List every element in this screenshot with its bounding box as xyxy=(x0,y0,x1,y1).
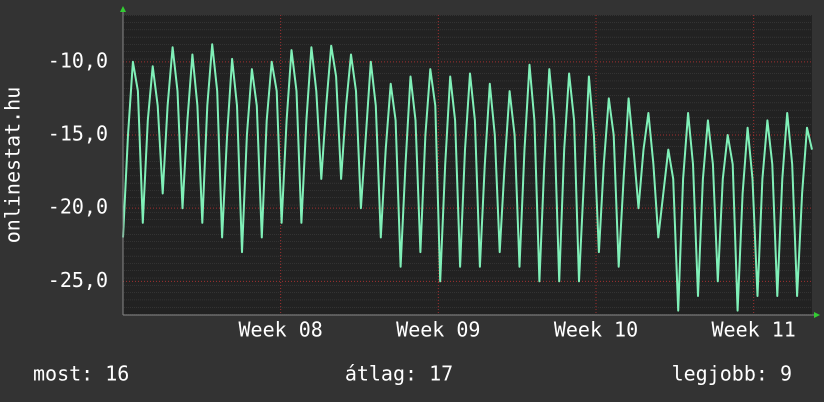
footer-current: most: 16 xyxy=(33,362,129,386)
series-line xyxy=(122,43,813,312)
footer-best: legjobb: 9 xyxy=(672,362,792,386)
x-axis-arrow xyxy=(814,312,820,318)
x-tick-label: Week 10 xyxy=(554,318,638,342)
y-tick-label: -25,0 xyxy=(48,268,108,292)
x-tick-label: Week 09 xyxy=(396,318,480,342)
footer-average: átlag: 17 xyxy=(345,362,453,386)
y-axis-label: onlinestat.hu xyxy=(1,87,25,244)
x-tick-label: Week 11 xyxy=(712,318,796,342)
y-axis-arrow xyxy=(120,6,126,12)
y-tick-label: -20,0 xyxy=(48,195,108,219)
y-tick-label: -10,0 xyxy=(48,48,108,72)
x-tick-label: Week 08 xyxy=(239,318,323,342)
y-tick-label: -15,0 xyxy=(48,122,108,146)
